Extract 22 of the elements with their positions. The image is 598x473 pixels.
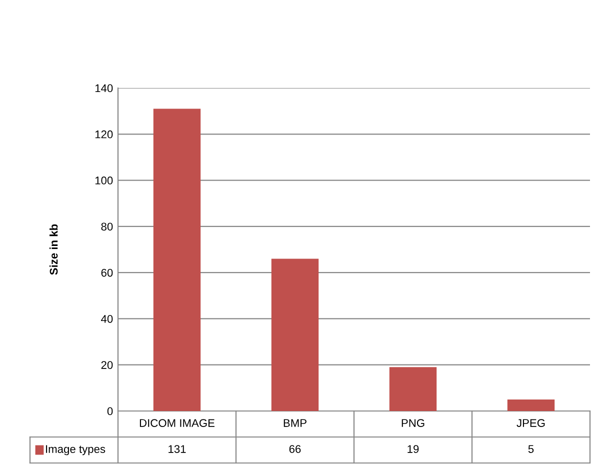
data-label: 66 xyxy=(289,445,301,453)
bar xyxy=(389,367,437,411)
data-label: 131 xyxy=(168,445,186,453)
y-tick-label: 80 xyxy=(101,222,113,231)
data-label: 5 xyxy=(528,445,534,453)
bar xyxy=(507,399,555,411)
y-tick-label: 140 xyxy=(95,84,113,92)
x-tick-label: PNG xyxy=(402,419,424,427)
y-tick-label: 0 xyxy=(107,407,113,416)
y-tick-label: 40 xyxy=(101,314,113,323)
bar xyxy=(153,108,201,411)
y-tick-label: 20 xyxy=(101,361,113,369)
y-axis-title: Size in kb xyxy=(50,224,58,275)
x-tick-label: JPEG xyxy=(516,419,545,427)
y-tick-label: 120 xyxy=(95,130,113,138)
x-tick-label: BMP xyxy=(284,419,306,427)
data-label: 19 xyxy=(408,445,419,453)
y-tick-label: 100 xyxy=(95,176,113,184)
x-tick-label: DICOM IMAGE xyxy=(140,419,214,427)
y-tick-label: 60 xyxy=(101,268,113,277)
bar xyxy=(271,258,319,411)
legend-label: Image types xyxy=(46,445,106,456)
